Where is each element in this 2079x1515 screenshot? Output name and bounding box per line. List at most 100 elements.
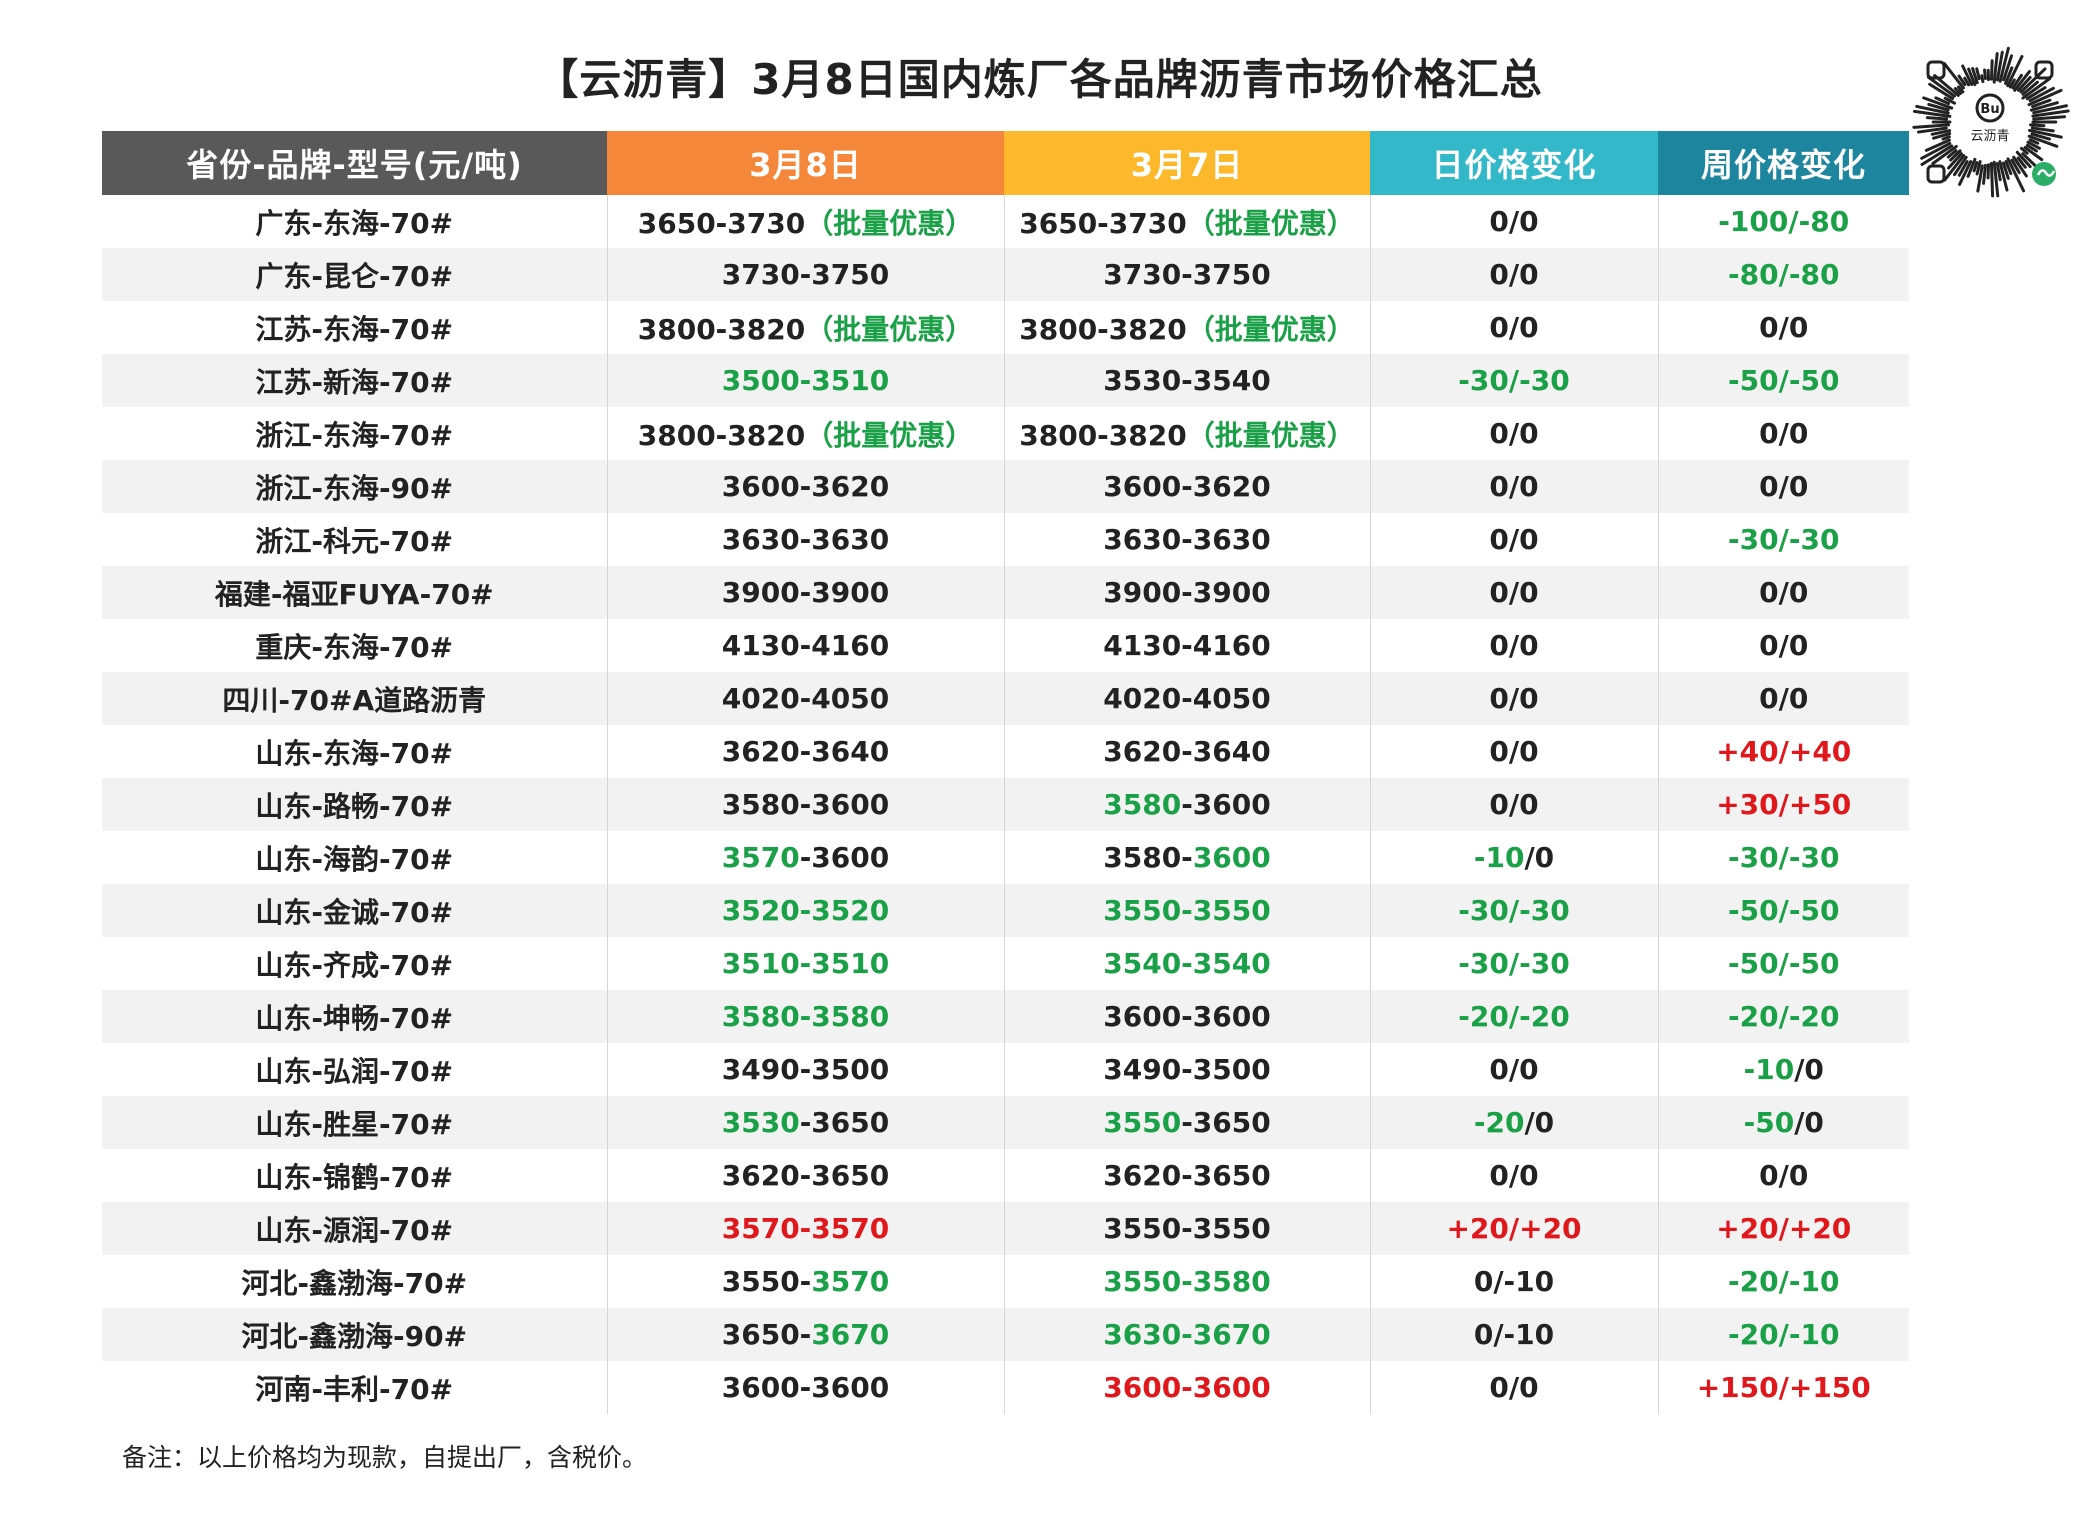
value-segment: （批量优惠） — [805, 418, 974, 452]
value-segment: 4020-4050 — [1103, 682, 1271, 715]
table-row: 浙江-东海-90# 3600-3620 3600-3620 0/0 0/0 — [102, 460, 1909, 513]
value-segment: 0/0 — [1489, 788, 1539, 821]
price-mar7-cell: 3550-3580 — [1003, 1255, 1370, 1308]
daily-change-cell: 0/0 — [1369, 566, 1658, 619]
value-segment: 0/0 — [1489, 417, 1539, 450]
price-mar7-cell: 4130-4160 — [1003, 619, 1370, 672]
brand-cell: 河北-鑫渤海-90# — [102, 1308, 607, 1361]
value-segment: 3550 — [1103, 1106, 1182, 1139]
value-segment: 3600-3600 — [1103, 1371, 1271, 1404]
value-segment: -20/-20 — [1458, 1000, 1570, 1033]
weekly-change-cell: -10/0 — [1657, 1043, 1909, 1096]
daily-change-cell: 0/0 — [1369, 725, 1658, 778]
value-segment: 3540-3540 — [1103, 947, 1271, 980]
table-row: 河北-鑫渤海-90# 3650-3670 3630-3670 0/-10 -20/-10 — [102, 1308, 1909, 1361]
price-mar8-cell: 3650-3670 — [606, 1308, 1004, 1361]
daily-change-cell: -30/-30 — [1369, 884, 1658, 937]
value-segment: 3620-3640 — [1103, 735, 1271, 768]
value-segment: 3600 — [1192, 841, 1271, 874]
table-row: 重庆-东海-70# 4130-4160 4130-4160 0/0 0/0 — [102, 619, 1909, 672]
value-segment: +40/+40 — [1716, 735, 1852, 768]
value-segment: 3730-3750 — [721, 258, 890, 291]
price-mar7-cell: 3550-3650 — [1003, 1096, 1370, 1149]
weekly-change-cell: 0/0 — [1657, 301, 1909, 354]
price-mar7-cell: 3580-3600 — [1003, 831, 1370, 884]
value-segment: 3490-3500 — [721, 1053, 890, 1086]
daily-change-cell: 0/0 — [1369, 619, 1658, 672]
value-segment: +20/+20 — [1716, 1212, 1852, 1245]
value-segment: 4130-4160 — [721, 629, 890, 662]
value-segment: 3650-3730 — [637, 206, 806, 240]
value-segment: 3600-3600 — [721, 1371, 890, 1404]
table-row: 浙江-东海-70# 3800-3820（批量优惠） 3800-3820（批量优惠） 0… — [102, 407, 1909, 460]
table-row: 山东-锦鹤-70# 3620-3650 3620-3650 0/0 0/0 — [102, 1149, 1909, 1202]
header-mar7: 3月7日 — [1004, 131, 1370, 195]
price-mar7-cell: 3490-3500 — [1003, 1043, 1370, 1096]
value-segment: -50/-50 — [1728, 364, 1840, 397]
brand-cell: 四川-70#A道路沥青 — [102, 672, 607, 725]
value-segment: +150/+150 — [1696, 1371, 1871, 1404]
price-mar8-cell: 3570-3600 — [606, 831, 1004, 884]
value-segment: 0/0 — [1489, 1159, 1539, 1192]
daily-change-cell: 0/0 — [1369, 672, 1658, 725]
daily-change-cell: -20/0 — [1369, 1096, 1658, 1149]
brand-cell: 广东-昆仑-70# — [102, 248, 607, 301]
table-row: 广东-东海-70# 3650-3730（批量优惠） 3650-3730（批量优惠） 0… — [102, 195, 1909, 248]
value-segment: 3580-3600 — [721, 788, 890, 821]
value-segment: /0 — [1524, 841, 1555, 874]
daily-change-cell: 0/0 — [1369, 1361, 1658, 1414]
daily-change-cell: 0/0 — [1369, 248, 1658, 301]
value-segment: -50/-50 — [1728, 894, 1840, 927]
daily-change-cell: +20/+20 — [1369, 1202, 1658, 1255]
value-segment: -80/-80 — [1728, 258, 1840, 291]
value-segment: 3800-3820 — [1019, 418, 1187, 452]
brand-cell: 山东-齐成-70# — [255, 948, 454, 982]
daily-change-cell: 0/0 — [1369, 778, 1658, 831]
value-segment: 3600-3620 — [1103, 470, 1271, 503]
brand-cell: 河南-丰利-70# — [255, 1372, 454, 1406]
daily-change-cell: 0/0 — [1369, 407, 1658, 460]
value-segment: 3730-3750 — [1103, 258, 1271, 291]
brand-cell: 河北-鑫渤海-70# — [241, 1266, 468, 1300]
value-segment: -50/-50 — [1728, 947, 1840, 980]
price-mar8-cell: 3650-3730（批量优惠） — [606, 195, 1004, 248]
mini-program-code: Bu 云沥青 — [1912, 46, 2070, 198]
value-segment: 3580-3580 — [721, 1000, 890, 1033]
qr-label: 云沥青 — [1970, 129, 2009, 144]
table-row: 山东-路畅-70# 3580-3600 3580-3600 0/0 +30/+50 — [102, 778, 1909, 831]
value-segment: 3670 — [811, 1318, 890, 1351]
value-segment: 0/0 — [1489, 576, 1539, 609]
value-segment: 3530 — [721, 1106, 800, 1139]
value-segment: 0/0 — [1759, 576, 1809, 609]
value-segment: -30/-30 — [1728, 841, 1840, 874]
value-segment: 0/0 — [1489, 311, 1539, 344]
daily-change-cell: 0/0 — [1369, 1043, 1658, 1096]
value-segment: -10 — [1473, 841, 1525, 874]
value-segment: 0/0 — [1489, 523, 1539, 556]
value-segment: 3800-3820 — [637, 418, 806, 452]
value-segment: /0 — [1794, 1106, 1824, 1139]
table-row: 山东-坤畅-70# 3580-3580 3600-3600 -20/-20 -20/-2… — [102, 990, 1909, 1043]
price-mar8-cell: 3500-3510 — [606, 354, 1004, 407]
value-segment: -20/-10 — [1728, 1265, 1840, 1298]
value-segment: 3520-3520 — [721, 894, 890, 927]
weekly-change-cell: +150/+150 — [1657, 1361, 1909, 1414]
table-row: 山东-弘润-70# 3490-3500 3490-3500 0/0 -10/0 — [102, 1043, 1909, 1096]
price-mar8-cell: 3510-3510 — [606, 937, 1004, 990]
value-segment: 3570-3570 — [721, 1212, 890, 1245]
brand-cell: 山东-锦鹤-70# — [255, 1160, 454, 1194]
value-segment: -100/-80 — [1718, 205, 1850, 238]
value-segment: （批量优惠） — [1186, 312, 1355, 346]
daily-change-cell: 0/0 — [1369, 460, 1658, 513]
weekly-change-cell: -20/-10 — [1657, 1255, 1909, 1308]
price-mar8-cell: 4130-4160 — [606, 619, 1004, 672]
price-mar7-cell: 3530-3540 — [1003, 354, 1370, 407]
value-segment: （批量优惠） — [1186, 418, 1355, 452]
value-segment: 0/0 — [1489, 682, 1539, 715]
value-segment: 0/-10 — [1473, 1265, 1555, 1298]
daily-change-cell: 0/0 — [1369, 195, 1658, 248]
brand-cell: 重庆-东海-70# — [255, 630, 454, 664]
weekly-change-cell: 0/0 — [1657, 1149, 1909, 1202]
value-segment: -30/-30 — [1458, 364, 1570, 397]
value-segment: 0/0 — [1489, 629, 1539, 662]
